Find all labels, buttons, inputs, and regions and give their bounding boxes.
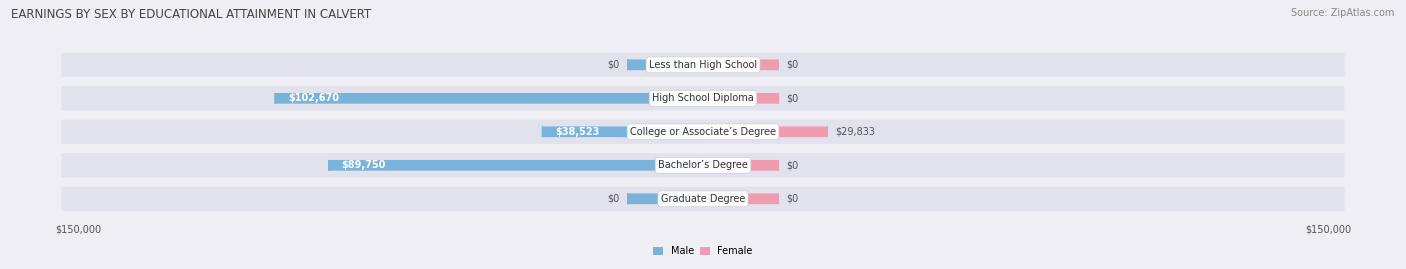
Text: College or Associate’s Degree: College or Associate’s Degree [630,127,776,137]
Text: Bachelor’s Degree: Bachelor’s Degree [658,160,748,170]
FancyBboxPatch shape [703,193,778,204]
Text: High School Diploma: High School Diploma [652,93,754,103]
FancyBboxPatch shape [703,93,778,104]
FancyBboxPatch shape [628,59,703,70]
Text: $89,750: $89,750 [342,160,387,170]
Text: $0: $0 [607,60,620,70]
FancyBboxPatch shape [62,153,1344,177]
FancyBboxPatch shape [62,53,1344,77]
FancyBboxPatch shape [703,160,778,171]
FancyBboxPatch shape [329,160,703,171]
Text: Less than High School: Less than High School [650,60,756,70]
FancyBboxPatch shape [276,93,703,104]
Text: $0: $0 [786,93,799,103]
FancyBboxPatch shape [703,126,827,137]
FancyBboxPatch shape [628,193,703,204]
Text: Graduate Degree: Graduate Degree [661,194,745,204]
Legend: Male, Female: Male, Female [650,242,756,260]
Text: $0: $0 [607,194,620,204]
FancyBboxPatch shape [703,59,778,70]
FancyBboxPatch shape [543,126,703,137]
Text: $0: $0 [786,194,799,204]
FancyBboxPatch shape [62,86,1344,110]
Text: $102,670: $102,670 [288,93,339,103]
FancyBboxPatch shape [62,120,1344,144]
Text: $38,523: $38,523 [555,127,599,137]
FancyBboxPatch shape [62,187,1344,211]
Text: $29,833: $29,833 [835,127,876,137]
Text: $0: $0 [786,160,799,170]
Text: Source: ZipAtlas.com: Source: ZipAtlas.com [1291,8,1395,18]
Text: $0: $0 [786,60,799,70]
Text: EARNINGS BY SEX BY EDUCATIONAL ATTAINMENT IN CALVERT: EARNINGS BY SEX BY EDUCATIONAL ATTAINMEN… [11,8,371,21]
